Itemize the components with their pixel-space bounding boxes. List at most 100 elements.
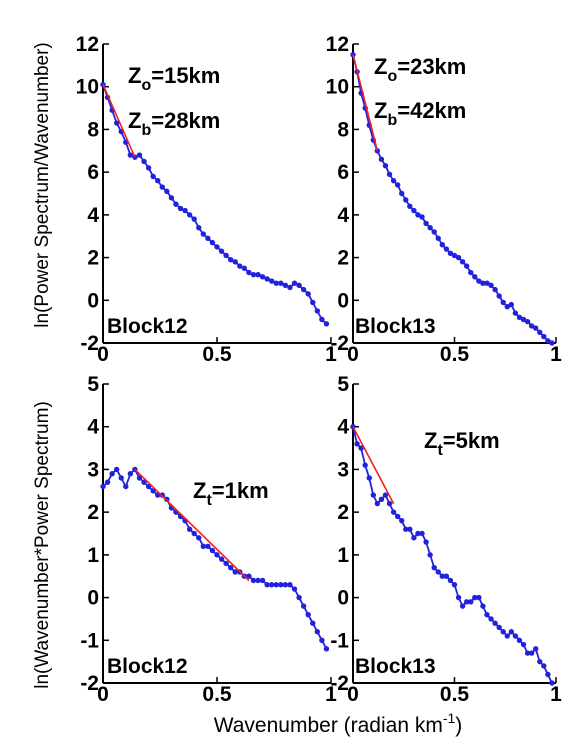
x-axis-label-sup: -1 [443,710,456,726]
y-tick-label: -1 [80,629,99,652]
fit-line [134,468,250,582]
data-point [451,582,458,588]
data-point [323,321,330,327]
data-point [516,314,523,321]
x-axis-label: Wavenumber (radian km-1) [214,710,463,737]
y-tick-label: 5 [87,373,99,396]
data-point [399,190,405,197]
data-point [168,195,175,201]
data-point [314,629,321,635]
y-tick-label: -2 [330,672,349,695]
y-tick-label: 0 [87,289,99,312]
data-point [264,582,270,588]
data-point [537,658,543,665]
data-point [427,552,433,558]
data-point [468,599,474,605]
data-point [150,173,156,180]
annotation-symbol: Z [424,428,437,453]
data-point [504,303,510,310]
data-point [250,577,257,584]
fit-line [352,426,395,504]
data-point [358,445,364,451]
data-point [177,205,184,212]
data-point [164,496,170,503]
x-tick-label: 0 [347,343,359,366]
data-point [214,244,220,250]
x-tick-label: 0.5 [202,683,232,706]
data-point [300,286,307,293]
data-point [173,201,179,207]
data-point [407,203,413,210]
data-point [431,229,437,235]
y-tick-label: 2 [337,501,349,524]
data-point [141,479,147,485]
data-point [246,573,252,579]
data-point [319,637,325,643]
data-point [246,269,252,276]
data-point [492,620,498,626]
data-point [241,265,248,271]
data-point [496,293,502,299]
data-point [255,577,261,584]
annotation-value: =28km [151,108,220,133]
y-tick-label: 0 [337,587,349,610]
y-tick-label: 12 [76,33,99,56]
data-point [159,184,165,190]
data-point [443,573,450,579]
data-point [269,278,275,284]
annotation-value: =1km [212,478,269,503]
data-point [182,207,188,214]
data-point [227,564,234,571]
fit-line [102,84,136,158]
data-point [476,278,482,284]
data-point [259,274,266,280]
x-tick-label: 0.5 [440,343,470,366]
block-label: Block13 [355,655,436,678]
data-point [520,641,527,648]
data-point [512,633,519,639]
depth-annotation: Zo=15km [128,63,220,94]
x-axis-label-end: ) [455,714,462,737]
annotation-symbol: Z [193,478,206,503]
y-tick-label: 1 [337,544,349,567]
data-point [500,299,506,306]
data-point [196,224,202,231]
data-point [370,492,376,498]
annotation-subscript: b [141,122,151,139]
y-tick-label: 2 [337,247,349,270]
data-point [508,301,515,308]
data-point [282,282,289,289]
data-point [269,582,275,588]
data-point [472,594,478,601]
data-point [287,582,293,588]
data-point [141,158,147,165]
annotation-value: =15km [151,63,220,88]
annotation-value: =23km [397,54,466,79]
data-point [484,611,490,618]
panel-3: -2 -1 0 1 2 3 4 5 0 0.5 1 Zt=1km Block12 [80,373,337,706]
data-point [278,280,284,286]
data-point [431,564,437,571]
data-point [250,271,257,278]
data-point [480,280,486,286]
x-axis-label-main: Wavenumber (radian km [214,714,443,737]
data-point [459,259,466,265]
depth-annotation: Zo=23km [374,54,466,85]
data-point [291,586,298,592]
data-point [296,282,302,289]
data-point [278,582,284,588]
data-point [524,318,531,325]
x-tick-label: 1 [550,343,562,366]
data-point [209,239,216,246]
data-point [419,214,425,220]
data-point [504,633,510,639]
y-tick-label: -2 [80,672,99,695]
data-point [399,517,405,524]
data-point [205,235,211,242]
y-tick-label: -2 [80,332,99,355]
data-point [300,603,307,609]
